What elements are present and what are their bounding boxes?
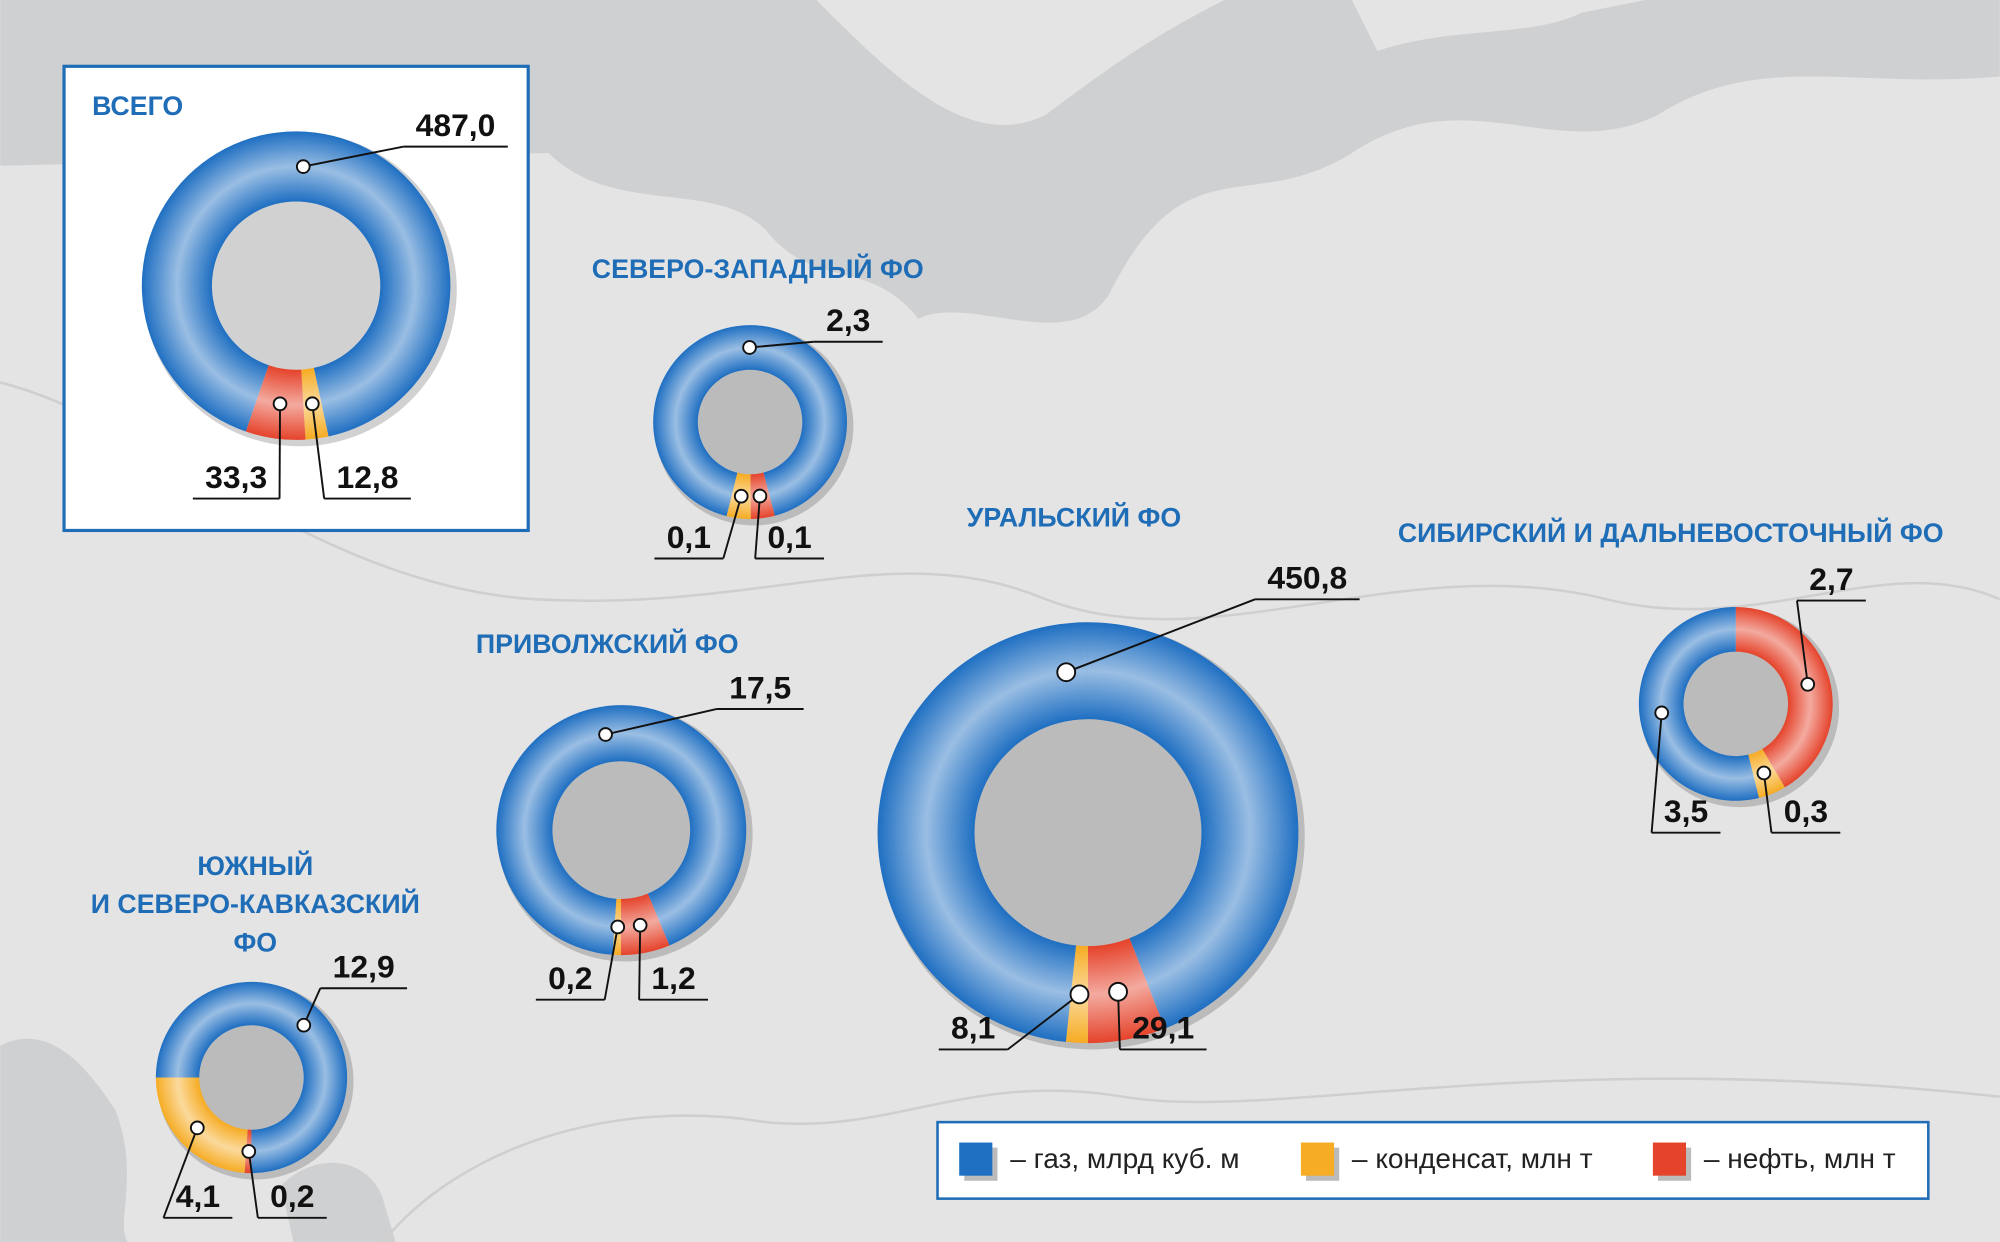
value-label: 2,3 bbox=[826, 302, 870, 338]
leader-line bbox=[1065, 598, 1256, 674]
donut-chart: УРАЛЬСКИЙ ФО 450,8 8,1 29,1 bbox=[877, 502, 1360, 1051]
leader-line bbox=[603, 926, 619, 1000]
leader-line bbox=[311, 403, 326, 499]
legend-box bbox=[936, 1120, 1930, 1200]
chart-title: ФО bbox=[233, 927, 277, 957]
leader-dot bbox=[752, 488, 768, 504]
sea bbox=[280, 1162, 396, 1242]
donut-shine bbox=[877, 622, 1299, 1044]
legend: – газ, млрд куб. м – конденсат, млн т – не… bbox=[936, 1120, 1930, 1200]
sea bbox=[0, 1038, 128, 1242]
leader-dot bbox=[1654, 705, 1670, 721]
leader-dot bbox=[1800, 676, 1816, 692]
leader-line bbox=[247, 1151, 259, 1218]
leader-dot bbox=[1069, 984, 1090, 1005]
donut-chart: СЕВЕРО-ЗАПАДНЫЙ ФО 2,3 0,1 0,1 bbox=[592, 253, 924, 560]
leader-dot bbox=[733, 488, 749, 504]
donut-chart: ПРИВОЛЖСКИЙ ФО 17,5 0,2 1,2 bbox=[476, 628, 804, 1001]
chart-title: И СЕВЕРО-КАВКАЗСКИЙ bbox=[91, 888, 420, 919]
leader-dot bbox=[189, 1120, 205, 1136]
leader-line bbox=[754, 495, 761, 559]
chart-title: СИБИРСКИЙ И ДАЛЬНЕВОСТОЧНЫЙ ФО bbox=[1398, 517, 1944, 548]
donut-chart: ВСЕГО 487,0 12,8 33,3 bbox=[92, 91, 508, 500]
donut-chart: СИБИРСКИЙ И ДАЛЬНЕВОСТОЧНЫЙ ФО 3,5 0,3 2,7 bbox=[1398, 517, 1944, 834]
leader-line bbox=[1762, 772, 1773, 833]
leader-dot bbox=[304, 396, 320, 412]
leader-dot bbox=[610, 919, 626, 935]
chart-title: УРАЛЬСКИЙ ФО bbox=[967, 502, 1181, 533]
donut-chart: ЮЖНЫЙ И СЕВЕРО-КАВКАЗСКИЙ ФО 12,9 4,1 0,2 bbox=[91, 850, 420, 1219]
border bbox=[381, 1077, 2000, 1242]
value-label: 12,9 bbox=[333, 949, 395, 985]
donut-shine bbox=[141, 131, 451, 440]
leader-line bbox=[1007, 993, 1081, 1051]
leader-line bbox=[162, 1127, 199, 1219]
value-label: 29,1 bbox=[1132, 1010, 1194, 1046]
value-label: 17,5 bbox=[729, 669, 791, 705]
chart-title: СЕВЕРО-ЗАПАДНЫЙ ФО bbox=[592, 253, 924, 284]
island bbox=[1351, 0, 1646, 52]
donut-shine bbox=[496, 705, 747, 956]
legend-label: – нефть, млн т bbox=[1704, 1143, 1896, 1174]
donut-shine bbox=[1638, 606, 1833, 801]
value-label: 0,2 bbox=[548, 960, 592, 996]
leader-dot bbox=[632, 917, 648, 933]
value-label: 0,2 bbox=[270, 1178, 314, 1214]
legend-label: – конденсат, млн т bbox=[1352, 1143, 1593, 1174]
leader-dot bbox=[742, 340, 757, 355]
leader-dot bbox=[272, 396, 288, 412]
leader-dot bbox=[1056, 662, 1077, 683]
legend-swatch bbox=[959, 1142, 993, 1176]
value-label: 0,1 bbox=[667, 519, 711, 555]
leader-line bbox=[605, 708, 718, 736]
legend-swatch bbox=[1300, 1142, 1335, 1176]
leader-line bbox=[1796, 600, 1809, 685]
value-label: 0,3 bbox=[1784, 793, 1828, 829]
value-label: 1,2 bbox=[651, 960, 695, 996]
value-label: 33,3 bbox=[205, 459, 267, 495]
value-label: 8,1 bbox=[951, 1010, 995, 1046]
value-label: 4,1 bbox=[176, 1178, 220, 1214]
value-label: 3,5 bbox=[1664, 793, 1708, 829]
leader-dot bbox=[296, 1017, 312, 1033]
chart-title: ВСЕГО bbox=[92, 91, 183, 121]
value-label: 12,8 bbox=[337, 459, 399, 495]
leader-line bbox=[1650, 712, 1663, 833]
chart-title: ПРИВОЛЖСКИЙ ФО bbox=[476, 628, 739, 659]
leader-line bbox=[638, 925, 642, 1000]
value-label: 2,7 bbox=[1809, 561, 1853, 597]
value-label: 0,1 bbox=[767, 519, 811, 555]
chart-title: ЮЖНЫЙ bbox=[197, 850, 313, 881]
leader-dot bbox=[1756, 765, 1772, 781]
leader-line bbox=[722, 495, 743, 559]
legend-label: – газ, млрд куб. м bbox=[1010, 1143, 1239, 1174]
legend-swatch bbox=[1652, 1142, 1687, 1176]
leader-dot bbox=[1108, 981, 1128, 1002]
leader-line bbox=[303, 145, 404, 168]
value-label: 487,0 bbox=[416, 107, 496, 143]
island bbox=[816, 0, 1225, 125]
leader-dot bbox=[241, 1144, 257, 1159]
leader-line bbox=[749, 340, 814, 349]
donut-shine bbox=[653, 325, 847, 519]
leader-dot bbox=[295, 159, 311, 174]
leader-dot bbox=[598, 727, 613, 742]
border bbox=[0, 381, 2000, 621]
value-label: 450,8 bbox=[1267, 560, 1347, 596]
